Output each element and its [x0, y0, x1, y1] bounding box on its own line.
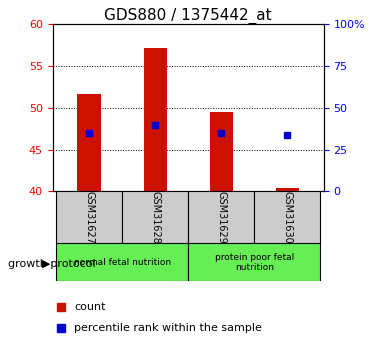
Bar	[144, 48, 167, 191]
Text: protein poor fetal
nutrition: protein poor fetal nutrition	[215, 253, 294, 272]
Text: GSM31630: GSM31630	[282, 191, 292, 244]
Bar	[210, 112, 233, 191]
Text: count: count	[74, 302, 106, 312]
Bar	[56, 191, 122, 243]
Bar	[56, 243, 188, 281]
Bar	[276, 188, 299, 191]
Text: percentile rank within the sample: percentile rank within the sample	[74, 323, 262, 333]
Title: GDS880 / 1375442_at: GDS880 / 1375442_at	[105, 8, 272, 24]
Bar	[122, 191, 188, 243]
Bar	[78, 93, 101, 191]
Text: ▶: ▶	[42, 259, 50, 269]
Bar	[254, 191, 321, 243]
Text: GSM31629: GSM31629	[216, 191, 226, 244]
Text: normal fetal nutrition: normal fetal nutrition	[73, 258, 171, 267]
Text: growth protocol: growth protocol	[8, 259, 96, 269]
Bar	[188, 191, 254, 243]
Bar	[188, 243, 321, 281]
Text: GSM31627: GSM31627	[84, 191, 94, 244]
Text: GSM31628: GSM31628	[150, 191, 160, 244]
